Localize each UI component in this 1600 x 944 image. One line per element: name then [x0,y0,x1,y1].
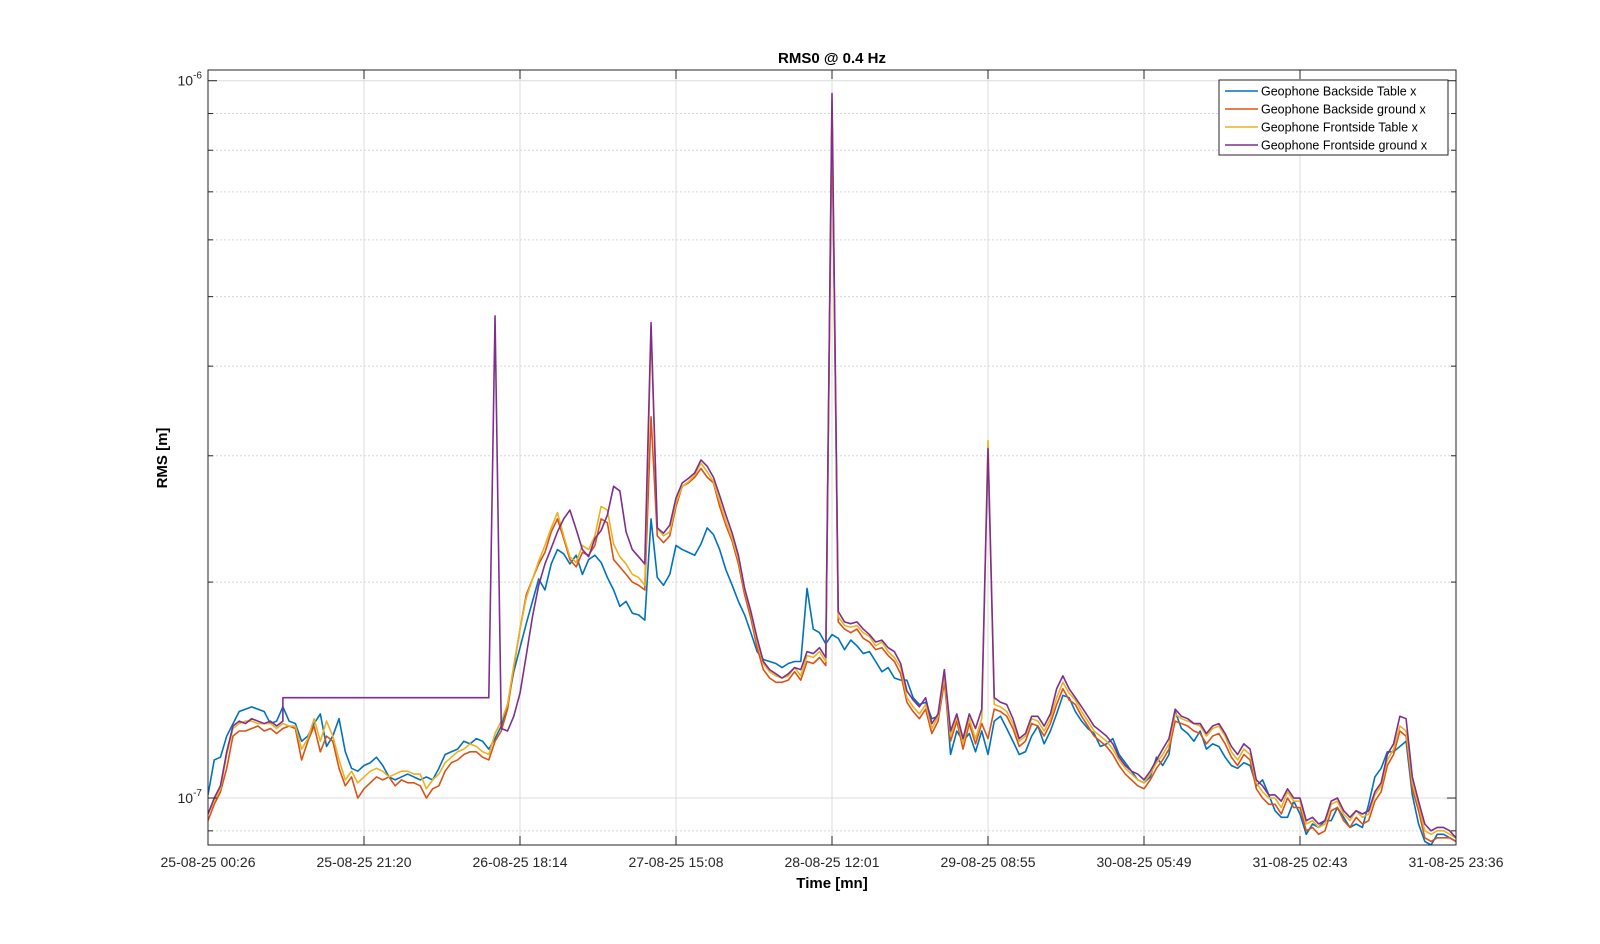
y-axis-label: RMS [m] [154,428,171,489]
legend-label: Geophone Frontside Table x [1261,121,1419,135]
x-tick-label: 25-08-25 21:20 [317,854,412,870]
x-axis-label: Time [mn] [796,875,867,892]
x-tick-label: 31-08-25 23:36 [1409,854,1504,870]
legend-entry: Geophone Backside ground x [1225,103,1426,117]
legend: Geophone Backside Table x Geophone Backs… [1218,79,1449,156]
legend-entry: Geophone Frontside Table x [1225,121,1419,135]
series-line-1 [208,518,1456,845]
axis-ticks [207,70,1457,845]
chart-title: RMS0 @ 0.4 Hz [778,50,886,67]
x-tick-labels: 25-08-25 00:26 25-08-25 21:20 26-08-25 18:… [161,854,1504,870]
legend-entry: Geophone Frontside ground x [1225,139,1428,153]
legend-entry: Geophone Backside Table x [1225,85,1417,99]
legend-label: Geophone Backside Table x [1261,85,1417,99]
legend-box [1218,79,1449,156]
x-tick-label: 28-08-25 12:01 [785,854,880,870]
x-tick-label: 30-08-25 05:49 [1097,854,1192,870]
y-tick-labels: 10-7 10-6 [178,71,203,806]
y-tick-label: 10-7 [178,788,203,806]
legend-label: Geophone Frontside ground x [1261,139,1428,153]
series-lines [208,92,1456,845]
series-line-4 [208,92,1456,839]
x-tick-label: 26-08-25 18:14 [473,854,568,870]
y-tick-label: 10-6 [178,71,203,89]
x-tick-label: 25-08-25 00:26 [161,854,256,870]
x-tick-label: 29-08-25 08:55 [941,854,1036,870]
legend-label: Geophone Backside ground x [1261,103,1426,117]
x-tick-label: 31-08-25 02:43 [1253,854,1348,870]
x-tick-label: 27-08-25 15:08 [629,854,724,870]
